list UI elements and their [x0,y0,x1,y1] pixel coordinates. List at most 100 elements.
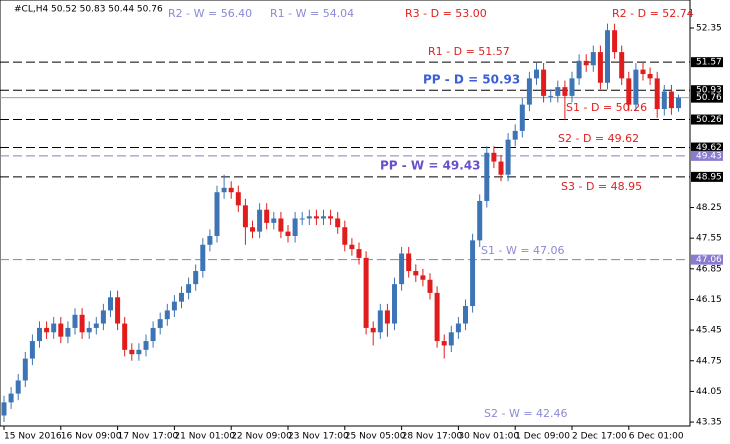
price-label: 49.43 [696,151,722,161]
price-label-box [691,254,723,265]
candle-body [384,310,390,324]
candle-body [257,209,263,232]
candle-body [278,218,284,232]
candle-body [51,323,57,333]
candle-body [597,52,603,83]
price-label-box [691,92,723,103]
candle-body [555,87,561,96]
candle-body [356,249,362,258]
candle-body [427,279,433,293]
candle-body [37,327,42,342]
candle-body [541,69,547,96]
candle-body [150,327,156,342]
candle-body [179,292,184,302]
candle-body [271,218,277,223]
chart-title: #CL,H4 50.52 50.83 50.44 50.76 [14,5,163,15]
candle-body [313,216,319,219]
candle-body [235,192,241,206]
candle-body [292,218,298,236]
candle-body [626,78,632,105]
x-tick-label: 15 Nov 2016 [4,432,62,442]
level-label: R3 - D = 53.00 [405,7,487,20]
level-label: R1 - W = 54.04 [270,7,354,20]
y-tick-label: 43.35 [696,418,722,428]
candle-body [22,358,28,381]
level-label: S1 - W = 47.06 [481,244,565,257]
level-label: PP - D = 50.93 [423,73,520,87]
level-label: S3 - D = 48.95 [561,180,642,193]
candle-body [100,310,106,324]
y-tick-label: 44.75 [696,356,722,366]
candle-body [65,327,71,337]
candle-body [285,231,291,236]
candle-body [441,341,447,346]
price-label: 49.62 [696,143,722,153]
x-tick-label: 23 Nov 17:00 [288,432,349,442]
candle-body [321,216,326,219]
level-label: S2 - W = 42.46 [484,407,568,420]
candle-body [342,227,348,245]
candle-body [193,271,199,285]
candle-body [590,52,596,66]
y-tick-label: 48.25 [696,203,722,213]
x-tick-label: 1 Dec 09:00 [515,432,570,442]
price-label: 51.57 [696,58,722,68]
x-tick-label: 6 Dec 01:00 [629,432,684,442]
candle-body [498,161,504,175]
candle-body [86,327,92,333]
x-tick-label: 16 Nov 09:00 [61,432,122,442]
candle-body [512,130,518,140]
candle-body [1,402,7,416]
candle-body [392,284,397,324]
candle-body [136,349,142,355]
candle-body [413,271,419,276]
candle-body [335,218,341,228]
candle-body [164,310,170,320]
price-label-box [691,171,723,182]
candle-body [122,323,128,350]
price-label-box [691,142,723,153]
level-label: R2 - D = 52.74 [612,7,694,20]
candle-body [242,205,248,228]
x-tick-label: 21 Nov 01:00 [174,432,235,442]
candle-body [306,216,312,219]
x-tick-label: 2 Dec 17:00 [572,432,627,442]
level-label: R2 - W = 56.40 [168,7,252,20]
candle-body [640,69,646,74]
level-label: PP - W = 49.43 [380,159,481,173]
candle-body [505,139,511,175]
candle-body [583,60,589,66]
candle-body [612,30,618,53]
candle-body [108,297,113,311]
candle-body [214,192,220,236]
candle-body [647,73,653,79]
candle-body [186,284,192,293]
candle-body [477,200,483,241]
y-tick-label: 44.05 [696,387,722,397]
candle-body [171,301,177,311]
candle-body [79,314,85,333]
x-tick-label: 22 Nov 09:00 [231,432,292,442]
candle-body [157,319,163,328]
level-label: R1 - D = 51.57 [428,45,510,58]
candle-body [548,95,554,97]
candle-body [491,152,497,162]
y-tick-label: 45.45 [696,326,722,336]
candle-body [44,327,50,333]
candle-body [15,380,21,394]
candle-body [228,187,234,193]
x-tick-label: 30 Nov 01:00 [458,432,519,442]
candle-body [264,209,270,223]
candle-body [519,104,525,131]
price-label: 50.76 [696,93,722,103]
candle-body [448,332,454,346]
candle-body [399,253,405,285]
candle-body [534,69,539,79]
x-tick-label: 28 Nov 17:00 [402,432,463,442]
candle-body [619,52,625,79]
candle-body [605,30,610,83]
price-label-box [691,57,723,68]
candle-body [377,310,383,333]
